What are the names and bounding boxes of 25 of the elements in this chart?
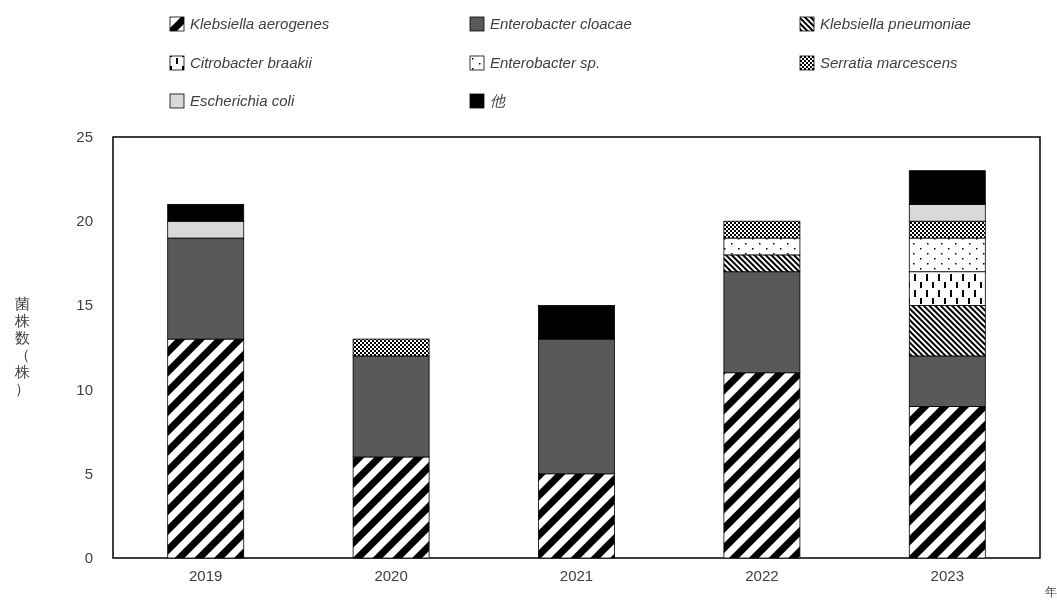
- x-tick-label: 2023: [930, 567, 964, 584]
- bar: [167, 220, 245, 239]
- y-tick-label: 0: [84, 549, 93, 566]
- y-tick-label: 10: [76, 380, 93, 398]
- x-tick-label: 2020: [374, 567, 408, 584]
- legend-label: 他: [490, 92, 506, 109]
- bar: [908, 220, 986, 239]
- bar: [167, 203, 245, 222]
- bar: [352, 338, 430, 357]
- bar: [538, 305, 615, 340]
- legend-label: Escherichia coli: [190, 92, 295, 109]
- x-axis-title: 年: [1045, 585, 1057, 599]
- legend-label: Citrobacter braakii: [190, 54, 313, 71]
- bar: [723, 220, 801, 239]
- x-tick-label: 2022: [745, 567, 779, 584]
- x-tick-label: 2019: [189, 567, 223, 584]
- x-tick-label: 2021: [559, 567, 594, 584]
- legend-label: Enterobacter sp.: [490, 54, 601, 71]
- y-tick-label: 25: [76, 128, 93, 145]
- bar: [723, 254, 801, 273]
- y-tick-label: 5: [84, 464, 93, 482]
- y-tick-label: 15: [76, 296, 93, 314]
- bar: [908, 170, 986, 205]
- y-axis-title: 菌株数（株）: [13, 294, 30, 397]
- y-tick-label: 20: [76, 212, 93, 230]
